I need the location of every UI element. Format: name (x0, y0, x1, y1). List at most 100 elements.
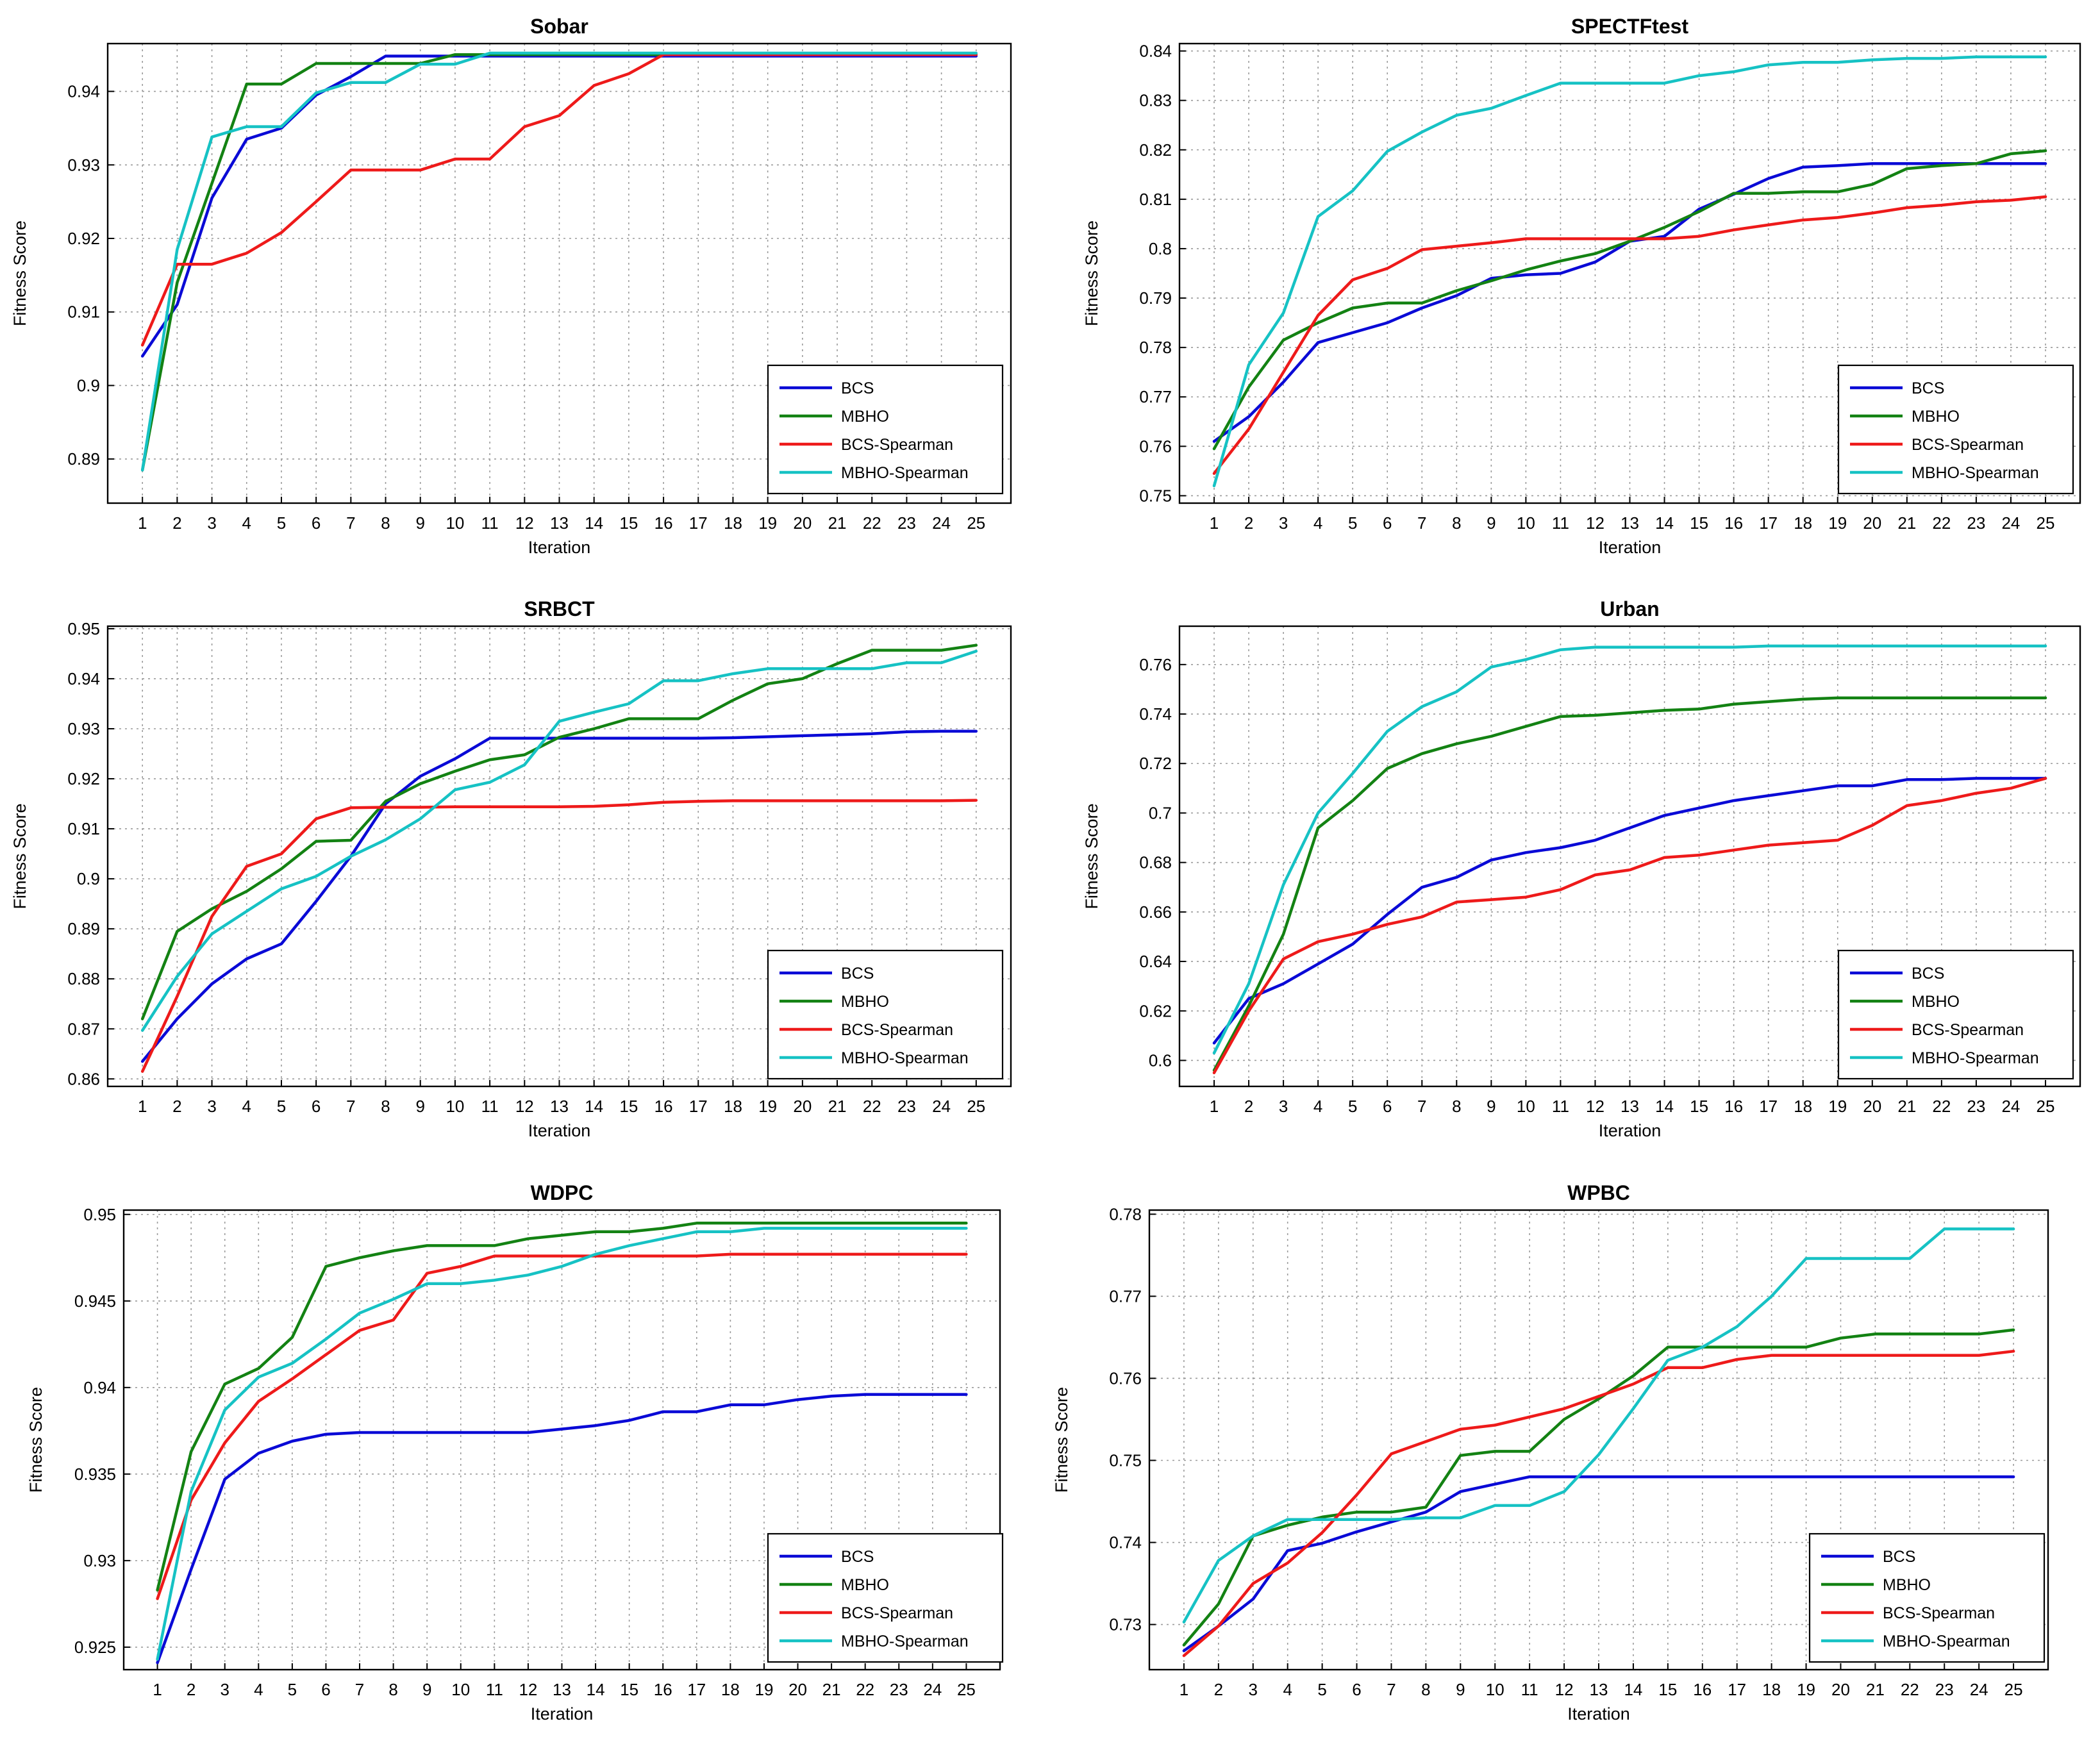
legend-label: BCS-Spearman (1912, 1021, 2024, 1039)
x-tick-label: 3 (207, 1097, 216, 1116)
y-tick-label: 0.64 (1139, 952, 1172, 971)
x-tick-label: 12 (519, 1680, 537, 1699)
x-axis-label: Iteration (528, 538, 591, 557)
legend-label: MBHO-Spearman (1912, 464, 2039, 482)
x-tick-label: 12 (1586, 1097, 1604, 1116)
y-tick-label: 0.84 (1139, 42, 1172, 61)
y-tick-label: 0.68 (1139, 853, 1172, 872)
y-tick-label: 0.92 (67, 229, 100, 248)
x-tick-label: 11 (481, 513, 499, 533)
x-tick-label: 1 (138, 1097, 147, 1116)
y-tick-label: 0.77 (1139, 387, 1172, 406)
x-tick-label: 25 (967, 513, 985, 533)
x-tick-label: 20 (1863, 1097, 1881, 1116)
x-tick-label: 2 (172, 513, 181, 533)
x-tick-label: 12 (515, 1097, 534, 1116)
y-axis-label: Fitness Score (1052, 1387, 1071, 1493)
x-tick-label: 20 (788, 1680, 807, 1699)
x-tick-label: 3 (1279, 513, 1288, 533)
y-tick-label: 0.78 (1109, 1204, 1142, 1224)
x-tick-label: 22 (1932, 1097, 1951, 1116)
x-tick-label: 15 (1658, 1680, 1677, 1699)
y-axis-label: Fitness Score (10, 803, 29, 909)
legend-label: MBHO-Spearman (841, 1632, 969, 1650)
x-tick-label: 6 (1383, 1097, 1392, 1116)
x-tick-label: 21 (828, 1097, 847, 1116)
x-tick-label: 16 (1724, 513, 1743, 533)
chart-title: WPBC (1567, 1181, 1630, 1204)
x-tick-label: 16 (1693, 1680, 1712, 1699)
y-tick-label: 0.94 (67, 669, 100, 688)
chart-title: Urban (1600, 597, 1659, 620)
x-tick-label: 7 (346, 513, 355, 533)
series-line-MBHO-Spearman (156, 1227, 968, 1661)
x-tick-label: 25 (2037, 513, 2055, 533)
y-tick-label: 0.9 (77, 869, 100, 888)
x-tick-label: 15 (620, 1680, 638, 1699)
legend-label: BCS (1883, 1548, 1915, 1566)
x-tick-label: 25 (957, 1680, 976, 1699)
x-tick-label: 17 (689, 1097, 708, 1116)
x-tick-label: 10 (446, 1097, 464, 1116)
x-tick-label: 7 (1387, 1680, 1396, 1699)
x-tick-label: 18 (1794, 513, 1812, 533)
x-axis-label: Iteration (1599, 538, 1662, 557)
x-tick-label: 5 (1348, 513, 1357, 533)
y-tick-label: 0.6 (1149, 1051, 1172, 1070)
x-tick-label: 18 (724, 513, 742, 533)
x-tick-label: 20 (1863, 513, 1881, 533)
x-tick-label: 6 (312, 513, 321, 533)
y-axis-label: Fitness Score (1082, 220, 1101, 326)
legend-label: BCS (1912, 965, 1944, 983)
series-line-BCS-Spearman (156, 1252, 968, 1600)
x-tick-label: 13 (1590, 1680, 1608, 1699)
y-tick-label: 0.86 (67, 1069, 100, 1088)
x-tick-label: 18 (1762, 1680, 1781, 1699)
series-line-MBHO (140, 644, 978, 1020)
x-tick-label: 11 (1552, 1097, 1569, 1116)
chart-panel-WPBC: 1 2 3 4 5 6 7 8 9 10 11 12 13 14 15 16 17 18 19 20 21 22 23 24 2… (1052, 1181, 2049, 1723)
x-tick-label: 2 (172, 1097, 181, 1116)
series-line-BCS-Spearman (140, 53, 978, 347)
y-tick-label: 0.76 (1139, 436, 1172, 456)
chart-panel-Sobar: 1 2 3 4 5 6 7 8 9 10 11 12 13 14 15 16 17 18 19 20 21 22 23 24 2… (10, 15, 1012, 557)
legend-label: BCS (841, 965, 874, 983)
y-tick-label: 0.88 (67, 969, 100, 988)
series-line-BCS (1212, 777, 2047, 1045)
x-axis-label: Iteration (531, 1704, 594, 1723)
x-tick-label: 4 (1313, 1097, 1322, 1116)
legend: BCS MBHO BCS-Spearman MBHO-Spearman (767, 949, 1004, 1080)
x-tick-label: 1 (1210, 513, 1219, 533)
y-tick-label: 0.925 (74, 1638, 116, 1657)
x-tick-label: 25 (967, 1097, 985, 1116)
x-tick-label: 21 (1866, 1680, 1885, 1699)
x-tick-label: 24 (1970, 1680, 1988, 1699)
chart-title: Sobar (530, 15, 588, 38)
x-tick-label: 22 (856, 1680, 874, 1699)
plot-frame (106, 625, 1012, 1088)
x-tick-label: 16 (1724, 1097, 1743, 1116)
series-line-MBHO (1182, 1328, 2015, 1647)
x-tick-label: 2 (1244, 513, 1253, 533)
y-tick-label: 0.92 (67, 769, 100, 788)
series-line-MBHO-Spearman (1212, 55, 2047, 488)
legend-label: MBHO-Spearman (841, 1049, 969, 1067)
y-tick-label: 0.72 (1139, 754, 1172, 773)
y-tick-label: 0.62 (1139, 1001, 1172, 1020)
x-tick-label: 22 (1901, 1680, 1919, 1699)
x-tick-label: 23 (1967, 513, 1985, 533)
x-tick-label: 22 (1932, 513, 1951, 533)
x-tick-label: 4 (254, 1680, 263, 1699)
legend-label: BCS-Spearman (1883, 1604, 1995, 1622)
y-tick-label: 0.75 (1109, 1451, 1142, 1470)
legend: BCS MBHO BCS-Spearman MBHO-Spearman (1837, 364, 2074, 495)
x-tick-label: 10 (1486, 1680, 1504, 1699)
series-line-MBHO-Spearman (140, 51, 978, 472)
x-tick-label: 1 (1210, 1097, 1219, 1116)
series-line-BCS-Spearman (140, 799, 978, 1073)
series-line-MBHO (1212, 696, 2047, 1072)
x-tick-label: 18 (721, 1680, 740, 1699)
y-tick-label: 0.82 (1139, 140, 1172, 160)
legend-label: BCS (841, 1548, 874, 1566)
x-tick-label: 14 (1655, 513, 1674, 533)
